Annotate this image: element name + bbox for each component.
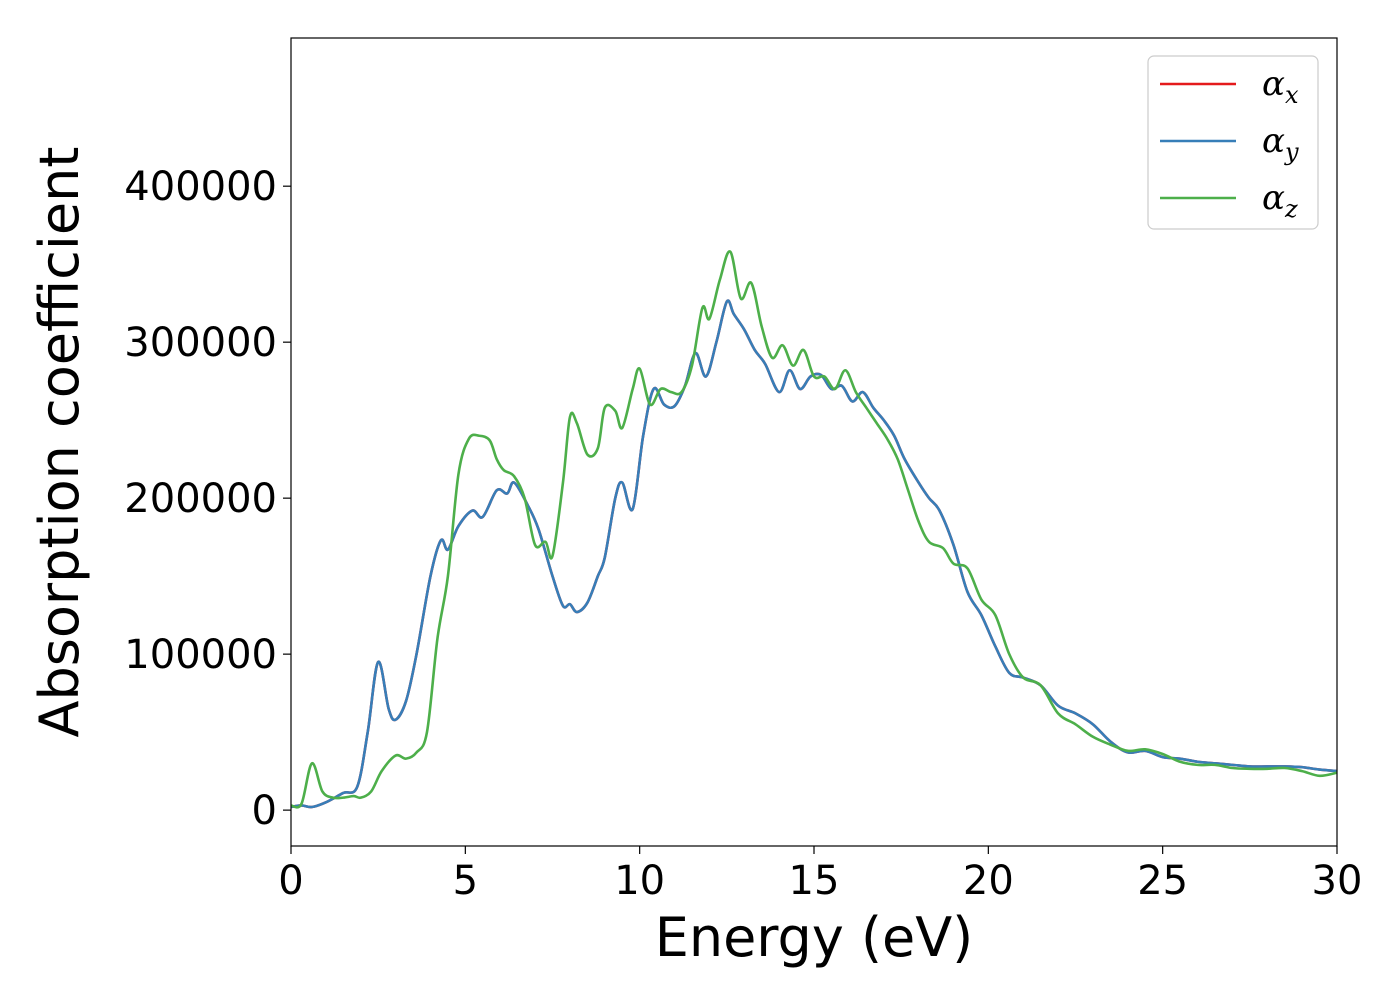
y-axis-label: Absorption coefficient xyxy=(28,147,91,738)
y-tick-label: 300000 xyxy=(124,320,277,366)
legend-label-z: αz xyxy=(1262,178,1298,223)
series-line-y xyxy=(291,299,1337,809)
legend-label-x: αx xyxy=(1262,64,1299,109)
series-line-z xyxy=(291,250,1337,809)
y-tick-label: 400000 xyxy=(124,164,277,210)
x-tick-label: 15 xyxy=(789,858,840,904)
legend: αx αy αz xyxy=(1147,55,1319,230)
legend-label-y: αy xyxy=(1262,121,1299,166)
x-axis: 0 5 10 15 20 25 30 xyxy=(278,846,1362,904)
x-tick-label: 30 xyxy=(1312,858,1363,904)
x-tick-label: 5 xyxy=(453,858,478,904)
x-tick-label: 25 xyxy=(1137,858,1188,904)
y-tick-label: 0 xyxy=(252,788,277,834)
x-axis-label: Energy (eV) xyxy=(655,906,974,969)
y-axis: 0 100000 200000 300000 400000 xyxy=(124,164,291,834)
x-tick-label: 20 xyxy=(963,858,1014,904)
y-tick-label: 100000 xyxy=(124,632,277,678)
series-layer xyxy=(291,250,1337,809)
x-tick-label: 0 xyxy=(278,858,303,904)
x-tick-label: 10 xyxy=(614,858,665,904)
legend-box xyxy=(1147,55,1319,230)
y-tick-label: 200000 xyxy=(124,476,277,522)
